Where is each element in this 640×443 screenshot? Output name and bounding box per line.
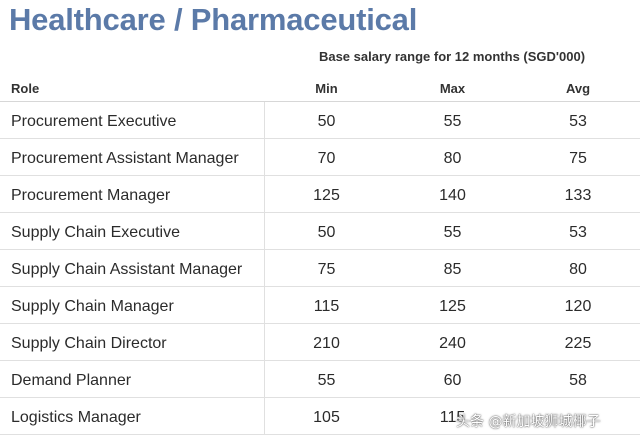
min-cell: 70 bbox=[317, 150, 336, 167]
source-watermark: 头条 @新加坡狮城椰子 bbox=[456, 414, 601, 430]
role-cell: Procurement Executive bbox=[0, 102, 265, 138]
table-row: Supply Chain Assistant Manager 75 85 80 bbox=[0, 250, 640, 287]
role-cell: Supply Chain Manager bbox=[0, 287, 265, 323]
max-cell: 240 bbox=[439, 335, 466, 352]
min-cell: 55 bbox=[317, 372, 336, 389]
avg-cell: 58 bbox=[569, 372, 587, 389]
min-cell: 105 bbox=[313, 409, 340, 426]
max-cell: 125 bbox=[439, 298, 466, 315]
avg-cell: 53 bbox=[569, 224, 587, 241]
role-cell: Supply Chain Director bbox=[0, 324, 265, 360]
table-row: Supply Chain Manager 115 125 120 bbox=[0, 287, 640, 324]
min-cell: 50 bbox=[317, 113, 336, 130]
header-max: Max bbox=[439, 81, 466, 96]
max-cell: 80 bbox=[443, 150, 462, 167]
header-avg: Avg bbox=[565, 81, 591, 96]
table-row: Demand Planner 55 60 58 bbox=[0, 361, 640, 398]
role-cell: Supply Chain Executive bbox=[0, 213, 265, 249]
max-cell: 85 bbox=[443, 261, 462, 278]
salary-range-subtitle: Base salary range for 12 months (SGD'000… bbox=[318, 49, 586, 64]
role-cell: Supply Chain Assistant Manager bbox=[0, 250, 265, 286]
table-row: Supply Chain Director 210 240 225 bbox=[0, 324, 640, 361]
table-row: Logistics Manager 105 115 bbox=[0, 398, 640, 435]
avg-cell: 53 bbox=[569, 113, 587, 130]
role-cell: Procurement Assistant Manager bbox=[0, 139, 265, 175]
min-cell: 75 bbox=[317, 261, 336, 278]
avg-cell: 225 bbox=[564, 335, 592, 352]
min-cell: 50 bbox=[317, 224, 336, 241]
max-cell: 60 bbox=[443, 372, 462, 389]
max-cell: 55 bbox=[443, 224, 462, 241]
table-header-row: Role Min Max Avg bbox=[0, 76, 640, 102]
role-cell: Logistics Manager bbox=[0, 398, 265, 434]
avg-cell: 133 bbox=[564, 187, 592, 204]
max-cell: 140 bbox=[439, 187, 466, 204]
avg-cell: 120 bbox=[564, 298, 592, 315]
min-cell: 210 bbox=[313, 335, 340, 352]
min-cell: 115 bbox=[313, 298, 340, 315]
max-cell: 115 bbox=[439, 409, 466, 426]
page-title: Healthcare / Pharmaceutical bbox=[9, 2, 418, 37]
table-row: Procurement Assistant Manager 70 80 75 bbox=[0, 139, 640, 176]
header-min: Min bbox=[315, 81, 338, 96]
salary-table-body: Procurement Executive 50 55 53 Procureme… bbox=[0, 102, 640, 435]
avg-cell: 80 bbox=[569, 261, 587, 278]
role-cell: Demand Planner bbox=[0, 361, 265, 397]
table-row: Procurement Executive 50 55 53 bbox=[0, 102, 640, 139]
avg-cell: 75 bbox=[569, 150, 587, 167]
table-row: Supply Chain Executive 50 55 53 bbox=[0, 213, 640, 250]
header-role: Role bbox=[11, 81, 40, 96]
max-cell: 55 bbox=[443, 113, 462, 130]
table-row: Procurement Manager 125 140 133 bbox=[0, 176, 640, 213]
min-cell: 125 bbox=[313, 187, 340, 204]
role-cell: Procurement Manager bbox=[0, 176, 265, 212]
